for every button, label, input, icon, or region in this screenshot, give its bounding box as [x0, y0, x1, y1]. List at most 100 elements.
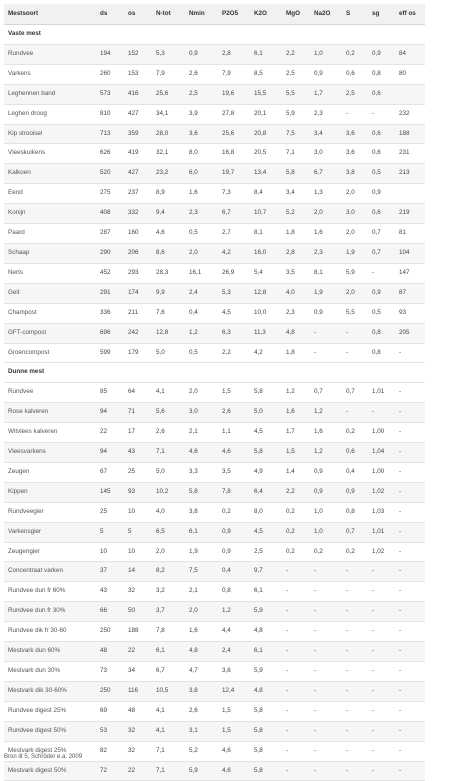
value-cell: 4,8 — [254, 627, 263, 635]
value-cell: - — [282, 601, 310, 622]
value-cell: 3,0 — [185, 402, 218, 423]
value-cell: 43 — [124, 442, 152, 463]
value-cell: 48 — [96, 641, 124, 662]
value-cell: 37 — [96, 561, 124, 582]
value-cell: 0,9 — [185, 44, 218, 65]
value-cell: - — [372, 667, 375, 674]
value-cell: 293 — [128, 268, 139, 276]
value-cell: 179 — [128, 348, 139, 356]
value-cell: 232 — [399, 109, 410, 117]
table-row: Leghennen band 573 416 25,6 2,5 19,6 15,5 5,5 1,… — [4, 84, 425, 105]
value-cell: 427 — [128, 109, 139, 117]
value-cell: 94 — [96, 442, 124, 463]
value-cell: 188 — [395, 124, 425, 144]
value-cell: 1,6 — [189, 627, 198, 635]
value-cell: 416 — [124, 84, 152, 105]
manure-type-cell: Vleesvarkens — [4, 442, 96, 463]
value-cell: - — [399, 706, 402, 714]
value-cell: 7,1 — [152, 761, 185, 781]
table-row: GFT-compost 696 242 12,8 1,2 6,3 11,3 4,8- -0,8 2… — [4, 323, 425, 343]
value-cell: - — [399, 388, 402, 396]
value-cell: - — [342, 323, 368, 343]
value-cell: 82 — [100, 746, 108, 754]
value-cell: 22 — [100, 428, 108, 436]
manure-type-cell: Varkens — [8, 69, 31, 77]
value-cell: 237 — [128, 189, 139, 197]
value-cell: 4,6 — [218, 761, 250, 781]
section-title: Dunne mest — [4, 362, 425, 383]
value-cell: 14 — [124, 561, 152, 582]
value-cell: 6,1 — [185, 522, 218, 543]
table-row: Rundvee 194 152 5,3 0,9 2,8 6,1 2,2 1,0 0,2 0,9 84 — [4, 44, 425, 65]
table-row: Mestvark digest 50% 72 22 7,1 5,9 4,6 5,8- - - - - — [4, 761, 425, 781]
manure-type-cell: Rundvee dun fr 30% — [4, 601, 96, 622]
column-header: os — [124, 4, 152, 25]
value-cell: - — [314, 667, 317, 674]
column-header: S — [342, 4, 368, 25]
value-cell: 2,0 — [310, 203, 342, 224]
value-cell: 116 — [124, 681, 152, 702]
value-cell: 3,8 — [185, 681, 218, 702]
manure-type-cell: Champost — [8, 308, 37, 316]
value-cell: - — [395, 482, 425, 503]
column-header: ds — [96, 4, 124, 25]
value-cell: 3,1 — [185, 721, 218, 742]
value-cell: 626 — [100, 149, 111, 157]
value-cell: 1,0 — [314, 507, 323, 515]
table-row: Konijn 408 332 9,4 2,3 6,7 10,7 5,2 2,0 3,0 0,6 219 — [4, 203, 425, 224]
value-cell: 8,2 — [152, 561, 185, 582]
value-cell: - — [286, 587, 289, 595]
section-heading-row: Vaste mest — [4, 24, 425, 45]
value-cell: 0,8 — [346, 507, 355, 515]
value-cell: 206 — [124, 243, 152, 264]
value-cell: 0,4 — [189, 308, 198, 316]
value-cell: 5,2 — [189, 746, 198, 754]
value-cell: 2,3 — [286, 308, 295, 316]
value-cell: 3,4 — [310, 124, 342, 144]
value-cell: 3,0 — [342, 203, 368, 224]
value-cell: - — [346, 667, 349, 674]
value-cell: 13,4 — [250, 163, 282, 184]
value-cell: 0,8 — [222, 587, 231, 595]
value-cell: 1,6 — [314, 229, 323, 237]
value-cell: 0,9 — [372, 189, 381, 197]
column-header: P2O5 — [218, 4, 250, 25]
value-cell: 4,1 — [156, 706, 165, 714]
value-cell: - — [342, 601, 368, 622]
value-cell: 20,8 — [250, 124, 282, 144]
value-cell: 9,4 — [152, 203, 185, 224]
value-cell: 1,6 — [282, 402, 310, 423]
value-cell: 1,01 — [372, 388, 385, 396]
value-cell: - — [395, 402, 425, 423]
value-cell: 25,6 — [152, 84, 185, 105]
manure-type-cell: Leghennen band — [4, 84, 96, 105]
value-cell: 4,8 — [250, 681, 282, 702]
value-cell: 4,9 — [254, 467, 263, 475]
value-cell: 2,0 — [346, 229, 355, 237]
table-row: Zeugen 67 25 5,0 3,3 3,5 4,9 1,4 0,9 0,4 1,00 - — [4, 462, 425, 483]
value-cell: 2,3 — [310, 243, 342, 264]
value-cell: 2,0 — [185, 601, 218, 622]
value-cell: 5,9 — [254, 667, 263, 674]
value-cell: - — [399, 547, 402, 555]
value-cell: 4,7 — [189, 667, 198, 674]
table-row: Mestvark dun 60% 48 22 6,1 4,8 2,4 6,1- - - - - — [4, 641, 425, 662]
value-cell: 3,4 — [286, 189, 295, 197]
value-cell: 27,8 — [222, 109, 235, 117]
value-cell: 6,7 — [218, 203, 250, 224]
value-cell: 260 — [100, 69, 111, 77]
table-row: Leghen droog 810 427 34,1 3,9 27,8 20,1 5,9 2,3 -… — [4, 104, 425, 125]
value-cell: 3,5 — [286, 268, 295, 276]
value-cell: - — [372, 627, 375, 635]
manure-type-cell: Witvlees kalveren — [8, 428, 58, 436]
value-cell: - — [286, 627, 289, 635]
value-cell: 147 — [399, 268, 410, 276]
value-cell: - — [310, 681, 342, 702]
value-cell: - — [346, 706, 349, 714]
value-cell: 0,9 — [222, 547, 231, 555]
column-header: Nmin — [185, 4, 218, 25]
value-cell: - — [368, 681, 395, 702]
value-cell: 5,4 — [254, 268, 263, 276]
table-row: Mestvark dik 30-60% 250 116 10,5 3,8 12,4 4,8-… — [4, 681, 425, 702]
value-cell: 1,4 — [286, 467, 295, 475]
